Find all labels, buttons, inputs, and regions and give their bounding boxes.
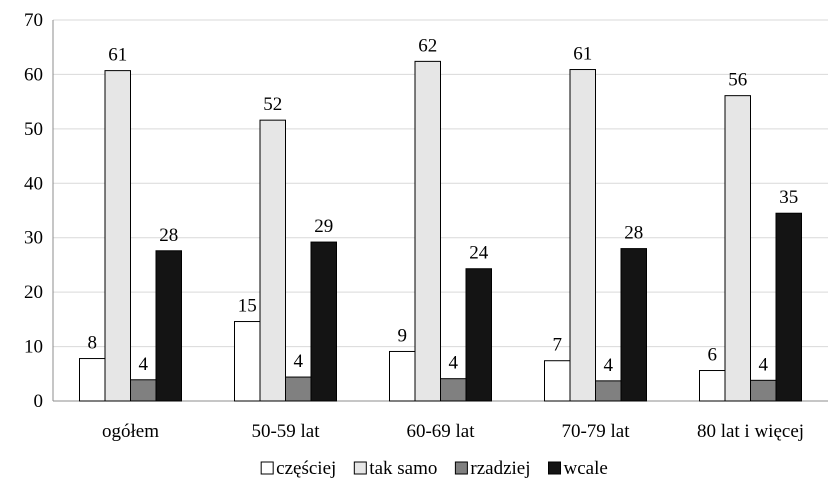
data-label: 61	[573, 44, 592, 65]
x-category-label: 80 lat i więcej	[697, 421, 804, 442]
data-label: 35	[779, 187, 798, 208]
bar-2-5	[724, 95, 751, 402]
bar-4-5	[775, 212, 802, 402]
data-label: 7	[553, 335, 563, 356]
y-tick-label: 50	[24, 119, 43, 140]
legend-swatch-1	[260, 461, 274, 475]
bar-3-1	[130, 379, 157, 402]
data-label: 4	[449, 353, 459, 374]
data-label: 61	[108, 45, 127, 66]
legend: częściej tak samo rzadziej wcale	[260, 458, 608, 479]
data-label: 62	[418, 35, 437, 56]
bar-2-3	[414, 60, 441, 402]
y-tick-label: 70	[24, 10, 43, 31]
legend-swatch-3	[454, 461, 468, 475]
data-label: 9	[398, 325, 408, 346]
legend-label: tak samo	[369, 458, 437, 479]
data-label: 15	[238, 296, 257, 317]
bar-2-1	[104, 70, 131, 402]
x-category-label: 50-59 lat	[251, 421, 320, 442]
bar-4-1	[155, 250, 182, 402]
data-label: 56	[728, 70, 747, 91]
y-tick-label: 40	[24, 173, 43, 194]
data-label: 29	[314, 216, 333, 237]
y-tick-label: 20	[24, 282, 43, 303]
legend-label: wcale	[564, 458, 608, 479]
bars	[79, 60, 802, 402]
data-label: 4	[604, 355, 614, 376]
data-label: 28	[624, 223, 643, 244]
data-label: 24	[469, 243, 489, 264]
bar-1-4	[544, 360, 571, 402]
x-category-label: ogółem	[102, 421, 159, 442]
legend-label: rzadziej	[470, 458, 530, 479]
data-label: 8	[88, 333, 98, 354]
bar-2-4	[569, 69, 596, 402]
bar-3-2	[285, 376, 312, 402]
bar-1-2	[234, 321, 261, 402]
y-tick-label: 60	[24, 64, 43, 85]
bar-3-4	[595, 380, 622, 402]
data-label: 4	[139, 354, 149, 375]
data-label: 6	[708, 345, 718, 366]
data-label: 52	[263, 94, 282, 115]
bar-4-3	[465, 268, 492, 402]
legend-swatch-4	[548, 461, 562, 475]
bar-1-5	[699, 370, 726, 402]
x-category-label: 60-69 lat	[406, 421, 475, 442]
data-label: 4	[759, 354, 769, 375]
bar-2-2	[259, 119, 286, 402]
axes: 0 10 20 30 40 50 60 70 ogółem 50-59 lat 60-69 lat 7…	[24, 10, 828, 442]
data-label: 4	[294, 351, 304, 372]
bar-1-3	[389, 350, 416, 402]
bar-3-5	[750, 379, 777, 402]
data-labels: 8 61 4 28 15 52 4 29 9 62 4 24 7 61 4 28 6 56 4 35	[88, 35, 799, 375]
bar-1-1	[79, 358, 106, 402]
bar-4-2	[310, 241, 337, 402]
x-category-label: 70-79 lat	[561, 421, 630, 442]
bar-3-3	[440, 378, 467, 402]
legend-swatch-2	[353, 461, 367, 475]
data-label: 28	[159, 225, 178, 246]
legend-label: częściej	[276, 458, 336, 479]
bar-4-4	[620, 248, 647, 402]
y-tick-label: 30	[24, 228, 43, 249]
y-tick-label: 0	[34, 391, 44, 412]
y-tick-label: 10	[24, 337, 43, 358]
